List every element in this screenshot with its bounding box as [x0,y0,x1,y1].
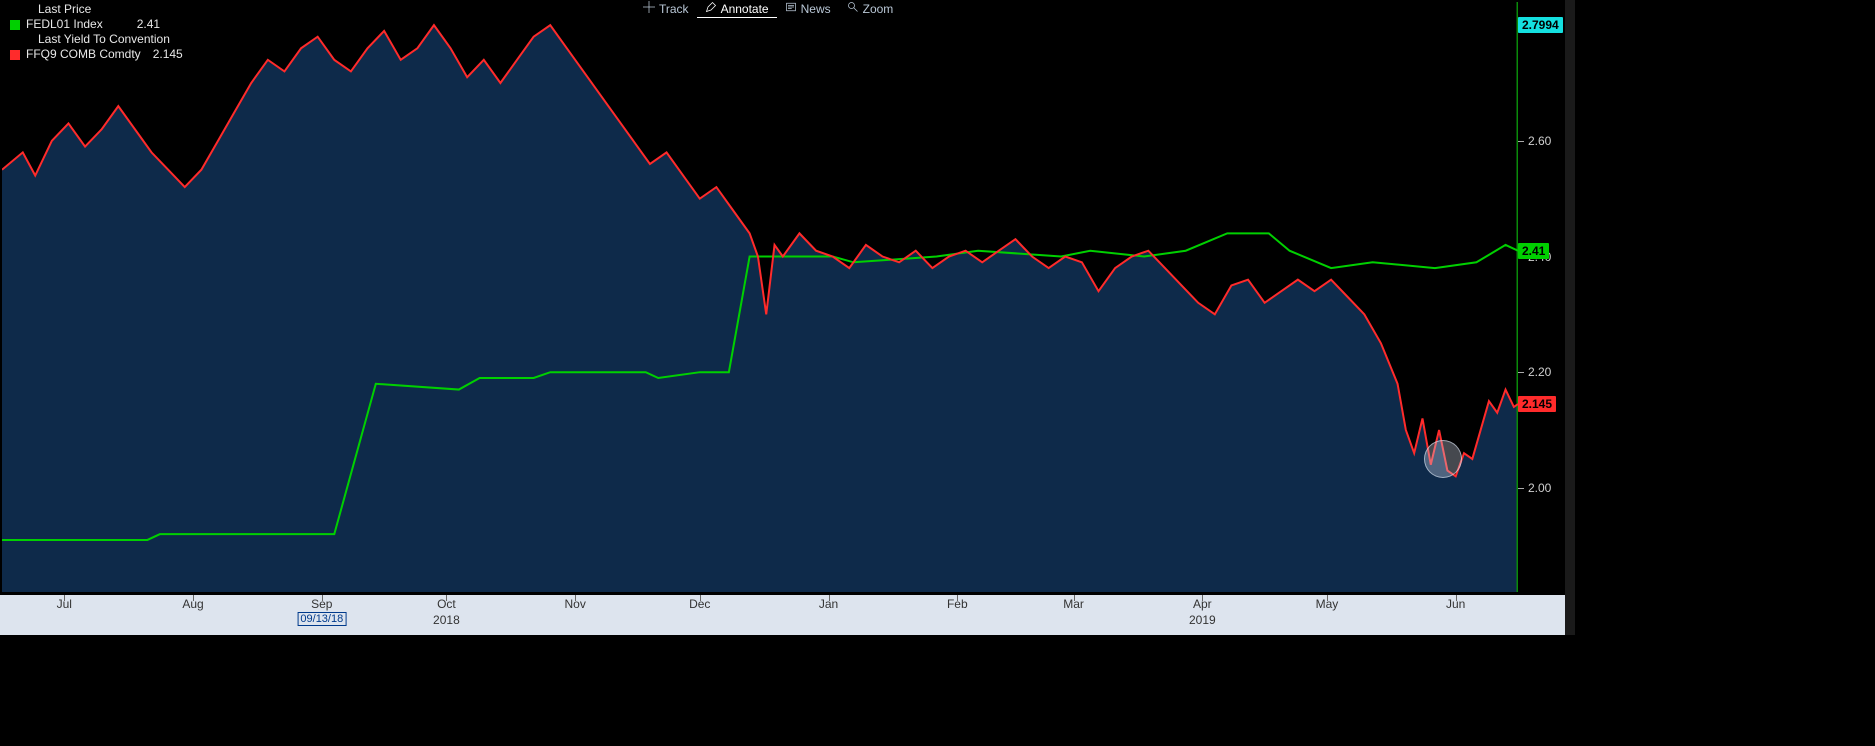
x-tick-label: Nov [565,597,586,611]
x-tick-label: May [1316,597,1339,611]
zoom-icon [847,1,859,16]
y-tick-label: 2.00 [1528,481,1551,495]
legend-title-yield: Last Yield To Convention [38,32,183,47]
y-tick-label: 2.20 [1528,365,1551,379]
y-price-badge: 2.41 [1518,243,1549,259]
x-tick-label: Mar [1063,597,1084,611]
legend-series1-value: 2.41 [137,17,160,32]
pencil-icon [705,1,717,16]
x-tick-label: Dec [689,597,710,611]
legend: Last Price FEDL01 Index 2.41 Last Yield … [10,2,183,62]
crosshair-icon [643,1,655,16]
scrollbar-right[interactable] [1565,0,1575,635]
tool-annotate[interactable]: Annotate [697,0,777,18]
y-tick-label: 2.60 [1528,134,1551,148]
x-tick-label: Oct [437,597,456,611]
chart-area[interactable]: 2.002.202.402.602.79942.412.145 [0,0,1565,595]
legend-row-series1: FEDL01 Index 2.41 [10,17,183,32]
x-axis[interactable]: Jul Aug Sep Oct Nov Dec Jan Feb Mar Apr May Jun 2018… [0,595,1565,635]
tool-news[interactable]: News [777,0,839,18]
x-year-label: 2019 [1189,613,1216,627]
x-tick-label: Apr [1193,597,1212,611]
x-tick-label: Jan [819,597,838,611]
series-lines [2,2,1518,592]
news-icon [785,1,797,16]
legend-row-series2: FFQ9 COMB Comdty 2.145 [10,47,183,62]
tool-zoom[interactable]: Zoom [839,0,902,18]
legend-series2-value: 2.145 [153,47,183,62]
x-tick-label: Sep [311,597,332,611]
x-tick-label: Aug [182,597,203,611]
series-fedl01-index [2,233,1518,540]
chart-toolbar: TrackAnnotateNewsZoom [635,0,901,18]
legend-series1-name: FEDL01 Index [26,17,103,32]
y-price-badge: 2.7994 [1518,17,1563,33]
y-price-badge: 2.145 [1518,396,1556,412]
x-tick-label: Feb [947,597,968,611]
legend-series2-name: FFQ9 COMB Comdty [26,47,141,62]
swatch-series2 [10,50,20,60]
x-year-label: 2018 [433,613,460,627]
x-date-box[interactable]: 09/13/18 [297,612,346,626]
x-tick-label: Jul [57,597,72,611]
x-tick-label: Jun [1446,597,1465,611]
tool-track[interactable]: Track [635,0,697,18]
swatch-series1 [10,20,20,30]
legend-title-last-price: Last Price [38,2,183,17]
